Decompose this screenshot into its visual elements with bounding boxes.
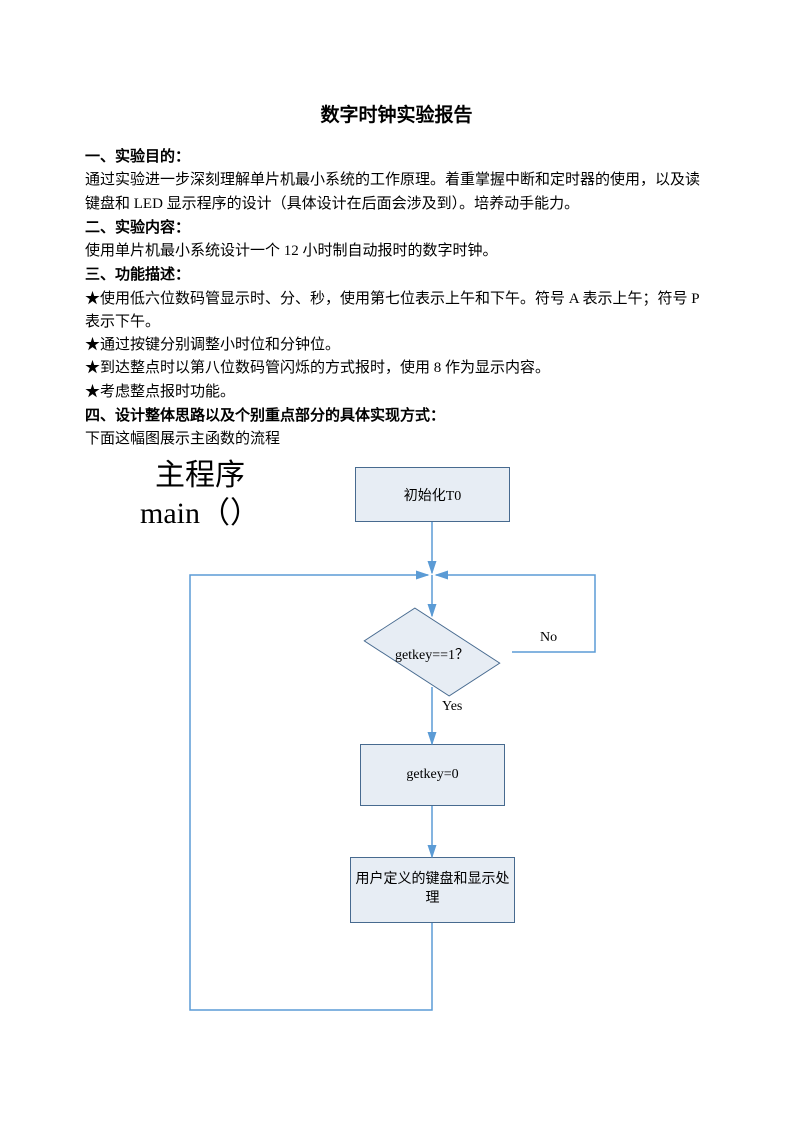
section4-body: 下面这幅图展示主函数的流程	[85, 431, 280, 447]
section4-head: 四、设计整体思路以及个别重点部分的具体实现方式：	[85, 407, 445, 424]
section3-head: 三、功能描述：	[85, 266, 190, 283]
section3-b2: ★通过按键分别调整小时位和分钟位。	[85, 337, 340, 353]
flowchart: 主程序 main（） 初始化T0 getkey==1？ getkey=0 用户定…	[85, 457, 708, 1057]
section3-b3: ★到达整点时以第八位数码管闪烁的方式报时，使用 8 作为显示内容。	[85, 360, 550, 376]
body-text: 一、实验目的： 通过实验进一步深刻理解单片机最小系统的工作原理。着重掌握中断和定…	[85, 145, 708, 451]
node-decision: getkey==1？	[352, 617, 512, 687]
section3-b4: ★考虑整点报时功能。	[85, 384, 235, 400]
node-set0-label: getkey=0	[406, 767, 458, 783]
node-init-label: 初始化T0	[404, 485, 462, 505]
main-label-line2: main（）	[140, 497, 260, 530]
node-decision-label: getkey==1？	[352, 644, 512, 664]
main-program-label: 主程序 main（）	[140, 457, 260, 532]
node-init: 初始化T0	[355, 467, 510, 522]
section1-body: 通过实验进一步深刻理解单片机最小系统的工作原理。着重掌握中断和定时器的使用，以及…	[85, 172, 700, 211]
doc-title: 数字时钟实验报告	[85, 100, 708, 127]
section1-head: 一、实验目的：	[85, 148, 190, 165]
section2-head: 二、实验内容：	[85, 219, 190, 236]
section2-body: 使用单片机最小系统设计一个 12 小时制自动报时的数字时钟。	[85, 243, 498, 259]
edge-label-yes: Yes	[442, 699, 462, 715]
node-set0: getkey=0	[360, 744, 505, 806]
node-process: 用户定义的键盘和显示处理	[350, 857, 515, 923]
edge-label-no: No	[540, 630, 557, 646]
section3-b1: ★使用低六位数码管显示时、分、秒，使用第七位表示上午和下午。符号 A 表示上午；…	[85, 291, 699, 330]
main-label-line1: 主程序	[155, 459, 245, 492]
node-process-label: 用户定义的键盘和显示处理	[355, 871, 510, 909]
